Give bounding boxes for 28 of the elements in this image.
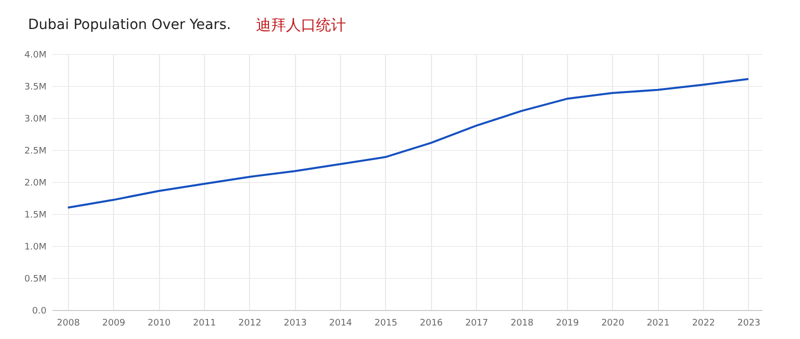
x-tick-label: 2014 [329,318,352,328]
x-tick-label: 2021 [646,318,670,328]
y-tick-label: 1.5M [24,210,46,220]
y-tick-label: 4.0M [24,50,46,60]
x-tick-label: 2010 [148,318,171,328]
x-tick-label: 2017 [465,318,488,328]
x-tick-label: 2020 [601,318,625,328]
y-tick-label: 1.0M [24,242,46,252]
x-tick-label: 2019 [556,318,580,328]
x-tick-label: 2013 [284,318,307,328]
y-tick-label: 2.0M [24,178,46,188]
y-tick-label: 0.5M [24,274,46,284]
y-tick-label: 3.0M [24,114,46,124]
y-tick-label: 3.5M [24,82,46,92]
line-series [66,78,750,209]
x-tick-label: 2022 [692,318,715,328]
chart-title: Dubai Population Over Years. [28,17,231,33]
x-tick-label: 2012 [238,318,262,328]
x-tick-label: 2011 [193,318,216,328]
x-tick-label: 2023 [737,318,760,328]
chart-subtitle: 迪拜人口统计 [256,16,346,34]
x-tick-label: 2009 [102,318,126,328]
x-tick-label: 2016 [420,318,444,328]
x-tick-label: 2015 [374,318,398,328]
x-tick-label: 2018 [510,318,534,328]
y-tick-label: 2.5M [24,146,46,156]
x-tick-label: 2008 [56,318,80,328]
y-tick-label: 0.0 [32,306,47,316]
